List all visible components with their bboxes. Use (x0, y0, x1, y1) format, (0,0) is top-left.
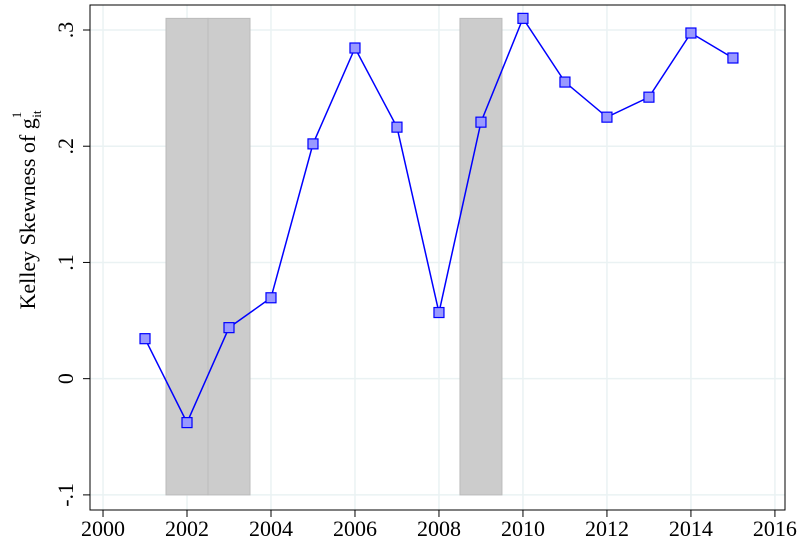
point (223, 322, 235, 334)
point (265, 292, 277, 304)
y-label-sup: 1 (9, 112, 24, 119)
y-tick-label: .2 (53, 138, 78, 155)
plot-frame (89, 4, 786, 511)
point (685, 27, 697, 39)
y-tick-label: 0 (53, 373, 78, 384)
x-tick-label: 2004 (249, 516, 293, 541)
point (559, 76, 571, 88)
point (181, 416, 193, 429)
point (391, 121, 403, 133)
shaded-span (459, 17, 503, 496)
x-tick-label: 2008 (417, 516, 461, 541)
point (433, 306, 445, 319)
point (475, 116, 487, 128)
y-tick-label: .3 (53, 22, 78, 39)
x-tick-label: 2006 (333, 516, 377, 541)
x-tick-label: 2014 (669, 516, 713, 541)
x-tick-label: 2016 (753, 516, 797, 541)
x-tick-label: 2010 (501, 516, 545, 541)
y-label-sub: it (29, 110, 44, 118)
y-axis-label: Kelley Skewness of g1 it (9, 110, 44, 309)
point (139, 333, 151, 345)
y-label-main: Kelley Skewness of g (15, 118, 40, 309)
point (727, 52, 739, 64)
x-tick-label: 2002 (165, 516, 209, 541)
point (517, 12, 529, 24)
point (307, 138, 319, 150)
point (601, 111, 613, 123)
y-tick-label: -.1 (53, 483, 78, 507)
shaded-span (207, 17, 251, 496)
point (643, 91, 655, 103)
x-tick-label: 2012 (585, 516, 629, 541)
point (349, 42, 361, 54)
y-tick-label: .1 (53, 254, 78, 271)
x-tick-label: 2000 (81, 516, 125, 541)
